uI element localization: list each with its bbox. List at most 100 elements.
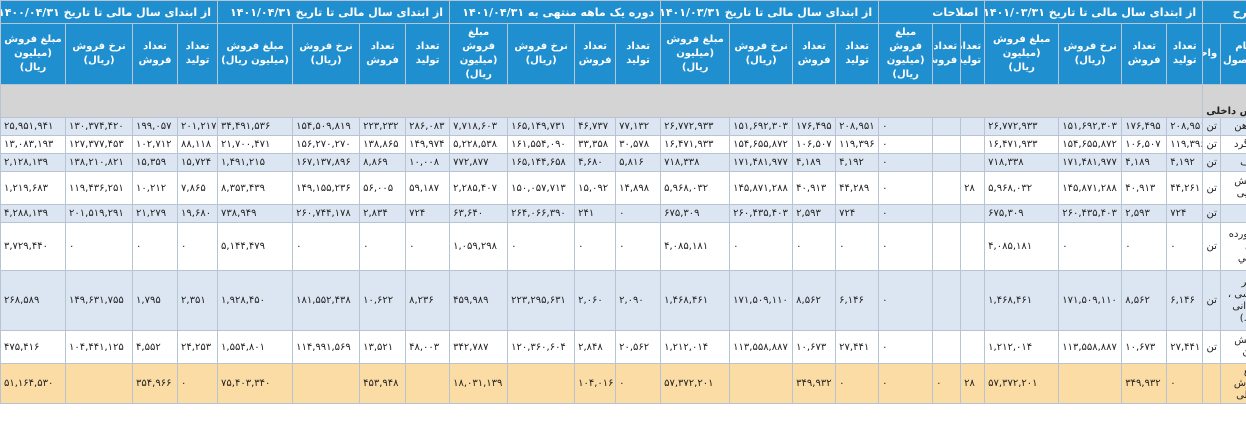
table-cell: ۲,۵۹۳ [792,204,837,223]
table-cell: ۱۰,۲۱۲ [132,171,179,205]
total-cell [292,363,361,404]
table-cell [960,135,986,154]
table-cell: ۷۷۲,۸۷۷ [449,153,509,172]
table-cell: ۵۶,۰۰۵ [359,171,407,205]
table-cell: ۱۹,۶۸۰ [177,204,219,223]
table-cell: ۲۰۸,۹۵۱ [1166,117,1204,136]
table-cell: ۸,۵۶۲ [1121,270,1168,331]
table-cell: ۰ [1058,222,1123,271]
column-header: واحد [1202,23,1222,85]
table-cell: ۰ [359,222,407,271]
group-header-desc: شرح [1202,0,1246,24]
unit-cell: تن [1202,153,1222,172]
table-cell [932,135,962,154]
table-cell [960,204,986,223]
table-cell: ۴,۰۸۵,۱۸۱ [660,222,731,271]
table-cell: ۱۴۵,۸۷۱,۲۸۸ [729,171,794,205]
total-cell: ۰ [835,363,880,404]
table-cell: ۱۰۶,۵۰۷ [792,135,837,154]
table-cell: ۴,۶۸۰ [574,153,617,172]
group-header-1401-03-adjusted: از ابتدای سال مالی تا تاریخ ۱۴۰۱/۰۳/۳۱ (… [660,0,880,24]
table-cell: ۶۷۵,۳۰۹ [660,204,731,223]
table-cell: ۵۹,۱۸۷ [405,171,451,205]
table-cell [932,330,962,364]
table-cell: ۰ [878,204,934,223]
column-header: تعداد تولید [615,23,662,85]
table-cell: ۱۵۱,۶۹۲,۳۰۳ [1058,117,1123,136]
table-cell: ۱۳۸,۲۱۰,۸۲۱ [65,153,134,172]
product-name-cell: کلاف [1220,153,1246,172]
table-cell: ۲,۳۵۱ [177,270,219,331]
unit-cell: تن [1202,222,1222,271]
table-cell: ۰ [878,222,934,271]
table-cell: ۰ [878,270,934,331]
table-cell: ۵,۹۶۸,۰۳۲ [660,171,731,205]
table-cell: ۲۸۶,۰۸۳ [405,117,451,136]
table-cell: ۱۷۶,۴۹۵ [1121,117,1168,136]
table-cell: ۱۱۳,۵۵۸,۸۸۷ [729,330,794,364]
total-cell: ۵۷,۳۷۲,۲۰۱ [660,363,731,404]
table-cell: ۲۰,۵۶۲ [615,330,662,364]
table-cell: ۱۱۳,۵۵۸,۸۸۷ [1058,330,1123,364]
table-cell: ۱۸۱,۵۵۲,۴۳۸ [292,270,361,331]
table-cell: ۰ [132,222,179,271]
group-header-row: شرح از ابتدای سال مالی تا تاریخ ۱۴۰۱/۰۳/… [0,0,1246,24]
table-cell: ۱۹۹,۰۵۷ [132,117,179,136]
table-cell: ۳۰,۵۷۸ [615,135,662,154]
unit-cell: تن [1202,117,1222,136]
table-cell: ۱۶,۴۷۱,۹۳۳ [660,135,731,154]
table-cell: ۲,۲۸۵,۴۰۷ [449,171,509,205]
table-cell [960,270,986,331]
unit-cell: تن [1202,270,1222,331]
table-row: شمش کالاییتن۴۴,۲۶۱۴۰,۹۱۳۱۴۵,۸۷۱,۲۸۸۵,۹۶۸… [0,171,1246,205]
table-cell: ۰ [878,171,934,205]
table-cell: ۱۶۱,۵۵۴,۰۹۰ [507,135,576,154]
table-cell [960,153,986,172]
table-cell: ۱۵۴,۵۰۹,۸۱۹ [292,117,361,136]
table-cell: ۰ [729,222,794,271]
column-header: تعداد فروش [932,23,962,85]
table-cell: ۰ [878,117,934,136]
table-cell [932,171,962,205]
table-row: فرآورده هاي جانبيتن۰۰۰۴,۰۸۵,۱۸۱۰۰۰۰۴,۰۸۵… [0,222,1246,271]
table-cell: ۷,۸۶۵ [177,171,219,205]
total-cell [729,363,794,404]
total-cell: ۰ [1166,363,1204,404]
table-cell: ۸,۸۶۹ [359,153,407,172]
total-cell [405,363,451,404]
table-cell: ۲۶۰,۷۴۴,۱۷۸ [292,204,361,223]
total-cell [65,363,134,404]
table-cell: ۱۴۹,۶۳۱,۷۵۵ [65,270,134,331]
table-cell: ۱۱۹,۴۳۶,۲۵۱ [65,171,134,205]
table-cell: ۲۶۰,۴۳۵,۴۰۳ [729,204,794,223]
table-cell: ۲,۵۹۳ [1121,204,1168,223]
table-cell: ۱۷۱,۵۰۹,۱۱۰ [1058,270,1123,331]
product-name-cell: شمش کالایی [1220,171,1246,205]
table-cell: ۳۳,۳۵۸ [574,135,617,154]
table-cell: ۱۵۱,۶۹۲,۳۰۳ [729,117,794,136]
column-header: نرخ فروش (ریال) [292,23,361,85]
table-cell: ۱۴,۸۹۸ [615,171,662,205]
table-cell: ۱۱۹,۳۹۶ [1166,135,1204,154]
table-cell: ۱,۵۵۴,۸۰۱ [217,330,294,364]
table-cell: ۴,۱۸۹ [1121,153,1168,172]
group-header-1401-03: از ابتدای سال مالی تا تاریخ ۱۴۰۱/۰۳/۳۱ [984,0,1204,24]
table-row: شمش چدنتن۲۷,۴۴۱۱۰,۶۷۳۱۱۳,۵۵۸,۸۸۷۱,۲۱۲,۰۱… [0,330,1246,364]
table-row: ریلتن۷۲۴۲,۵۹۳۲۶۰,۴۳۵,۴۰۳۶۷۵,۳۰۹۰۷۲۴۲,۵۹۳… [0,204,1246,223]
table-cell: ۱,۴۹۱,۲۱۵ [217,153,294,172]
table-cell: ۱۵,۳۵۹ [132,153,179,172]
table-cell: ۷۲۴ [835,204,880,223]
table-cell: ۰ [878,135,934,154]
table-cell: ۸,۵۶۲ [792,270,837,331]
product-name-cell: میلگرد [1220,135,1246,154]
table-cell: ۲۲۳,۲۹۵,۶۳۱ [507,270,576,331]
table-cell: ۱۴۵,۸۷۱,۲۸۸ [1058,171,1123,205]
table-cell: ۴۸,۰۰۳ [405,330,451,364]
table-cell: ۸۸,۱۱۸ [177,135,219,154]
table-cell: ۱۰۲,۷۱۲ [132,135,179,154]
table-cell: ۱۵۶,۲۷۰,۲۷۰ [292,135,361,154]
table-cell: ۱۰۴,۴۴۱,۱۲۵ [65,330,134,364]
table-cell: ۲۸ [960,171,986,205]
table-cell: ۲,۱۲۸,۱۳۹ [0,153,67,172]
